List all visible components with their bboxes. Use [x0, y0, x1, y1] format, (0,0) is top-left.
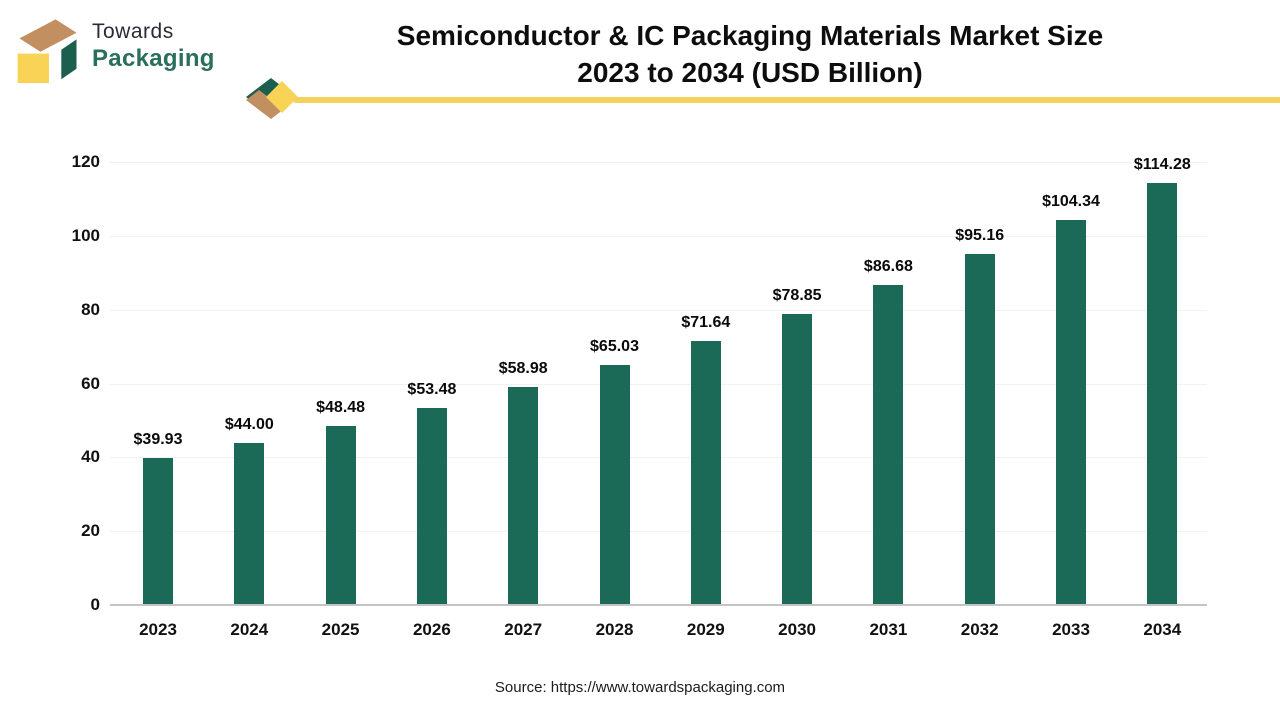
bar-value-label: $95.16	[955, 226, 1005, 244]
x-tick-label: 2033	[1052, 620, 1090, 639]
gridline	[110, 162, 1207, 163]
bar-value-label: $44.00	[224, 415, 274, 433]
bar-value-label: $53.48	[407, 380, 457, 398]
y-tick-label: 40	[81, 447, 100, 467]
y-tick-label: 120	[71, 152, 100, 171]
bar-2032	[964, 253, 995, 604]
y-tick-label: 80	[81, 299, 100, 319]
bar-2033	[1056, 219, 1086, 604]
y-tick-label: 0	[90, 595, 100, 614]
x-tick-label: 2032	[960, 620, 999, 639]
x-tick-label: 2026	[412, 620, 451, 639]
gridline	[110, 235, 1207, 237]
bar-value-label: $114.28	[1133, 156, 1191, 174]
bar-2023	[143, 457, 173, 604]
x-tick-label: 2025	[321, 620, 360, 639]
bar-value-label: $65.03	[590, 337, 639, 355]
bar-value-label: $39.93	[133, 430, 183, 448]
bar-2034	[1147, 183, 1178, 604]
bar-2028	[599, 364, 630, 604]
x-tick-label: 2034	[1143, 620, 1182, 639]
y-tick-label: 20	[81, 521, 100, 541]
x-tick-label: 2027	[504, 620, 543, 639]
logo-box-icon	[17, 19, 77, 84]
ribbon-line	[293, 97, 1280, 103]
bar-value-label: $58.98	[498, 360, 548, 378]
logo-text: Towards Packaging	[92, 20, 215, 73]
bar-value-label: $48.48	[316, 399, 366, 417]
bar-value-label: $86.68	[863, 258, 913, 275]
gridline	[110, 309, 1207, 311]
chart-title-line1: Semiconductor & IC Packaging Materials M…	[396, 20, 1104, 51]
bar-2030	[782, 313, 813, 604]
source-text: Source: https://www.towardspackaging.com	[494, 679, 786, 696]
gridline	[110, 457, 1207, 459]
y-tick-label: 60	[81, 373, 100, 393]
gridline	[110, 383, 1207, 385]
gridline	[110, 531, 1207, 533]
x-tick-label: 2024	[230, 620, 269, 639]
bar-2031	[873, 285, 904, 604]
logo-text-packaging: Packaging	[92, 44, 215, 72]
bar-2025	[325, 426, 356, 604]
x-axis-line	[110, 604, 1207, 606]
chart-title-line2: 2023 to 2034 (USD Billion)	[577, 57, 923, 88]
x-tick-label: 2023	[139, 620, 177, 639]
ribbon-arrow-icon	[246, 78, 298, 119]
bar-2026	[416, 407, 447, 604]
y-tick-label: 100	[71, 225, 100, 245]
x-tick-label: 2030	[778, 620, 816, 639]
chart-title: Semiconductor & IC Packaging Materials M…	[300, 17, 1200, 91]
x-tick-label: 2031	[869, 620, 908, 639]
x-tick-label: 2028	[595, 620, 634, 639]
bar-value-label: $78.85	[772, 286, 822, 304]
logo-text-towards: Towards	[92, 19, 174, 43]
bar-value-label: $104.34	[1042, 192, 1100, 210]
bar-2024	[234, 442, 265, 604]
bar-value-label: $71.64	[681, 313, 731, 331]
towards-packaging-logo: Towards Packaging	[10, 8, 215, 84]
bar-2027	[508, 387, 539, 604]
x-tick-label: 2029	[686, 620, 725, 639]
bar-2029	[690, 340, 721, 604]
